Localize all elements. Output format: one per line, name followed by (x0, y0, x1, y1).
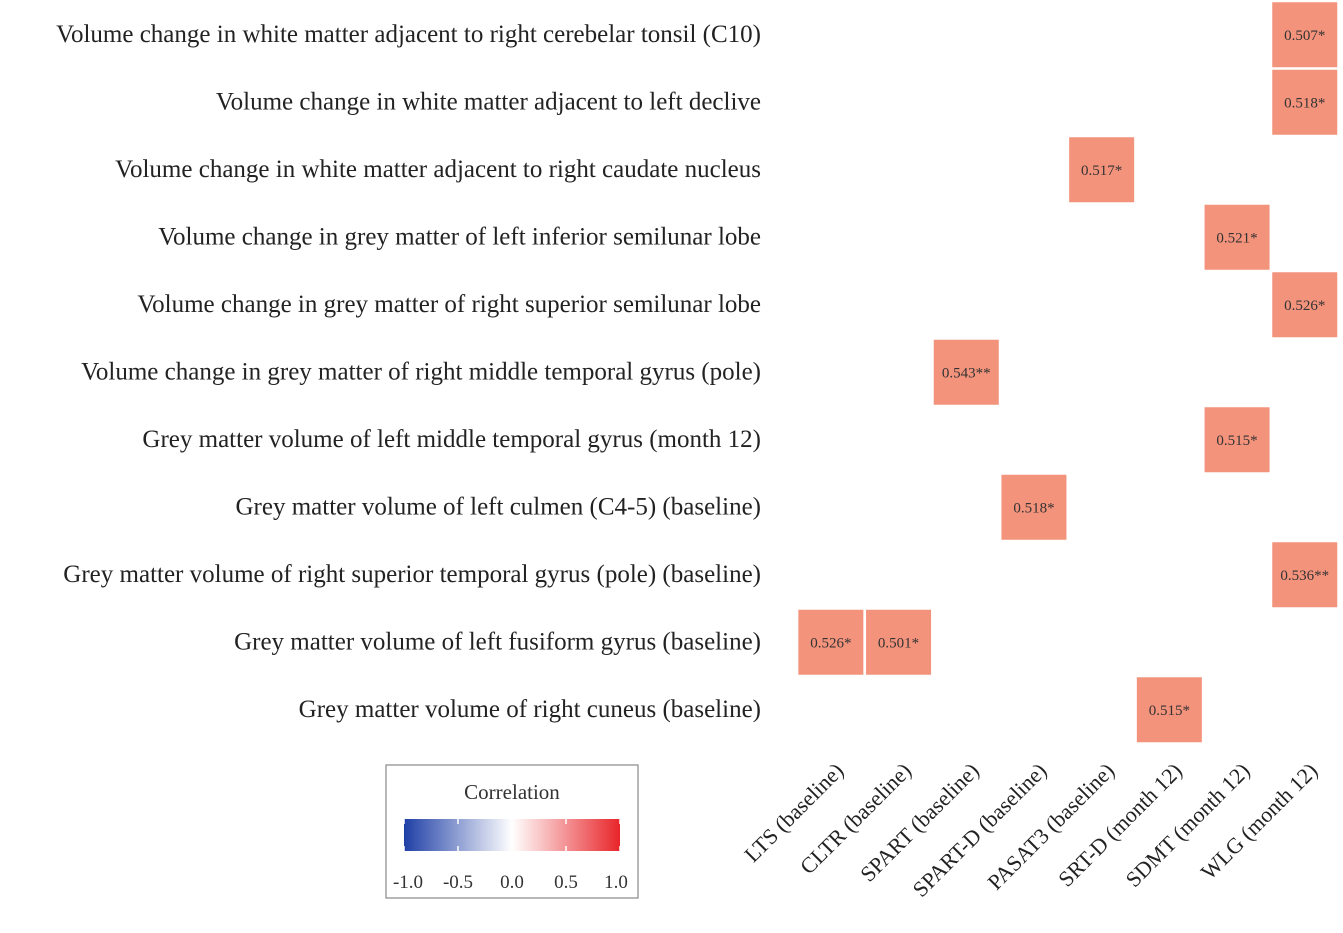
colorbar-tick-label: 0.0 (500, 872, 524, 893)
cell-value-label: 0.515* (1149, 703, 1190, 719)
row-label: Grey matter volume of left fusiform gyru… (234, 628, 761, 655)
colorbar-tick-label: -0.5 (443, 872, 473, 893)
column-labels: LTS (baseline)CLTR (baseline)SPART (base… (739, 758, 1322, 902)
heatmap-cell (1204, 407, 1270, 473)
row-label: Volume change in grey matter of right su… (137, 291, 761, 318)
heatmap-cell (1272, 69, 1338, 135)
heatmap-cell (1272, 272, 1338, 338)
heatmap-cell (1001, 474, 1067, 540)
legend-title: Correlation (464, 780, 560, 804)
row-label: Volume change in grey matter of right mi… (81, 358, 761, 385)
heatmap-cell (866, 609, 932, 675)
cell-value-label: 0.517* (1081, 163, 1122, 179)
colorbar (404, 819, 620, 851)
column-label: WLG (month 12) (1196, 758, 1323, 885)
heatmap-cell (1136, 677, 1202, 743)
heatmap-cell (1069, 137, 1135, 203)
colorbar-tick-label: -1.0 (393, 872, 423, 893)
cell-value-label: 0.518* (1284, 95, 1325, 111)
row-label: Grey matter volume of left culmen (C4-5)… (235, 493, 761, 520)
colorbar-tick-label: 1.0 (604, 872, 628, 893)
row-label: Grey matter volume of left middle tempor… (142, 426, 761, 453)
cell-value-label: 0.501* (878, 635, 919, 651)
heatmap-cells: 0.507* 0.518* 0.517* 0.521* 0.526* 0.543** 0.5… (798, 2, 1338, 743)
cell-value-label: 0.521* (1216, 230, 1257, 246)
heatmap-cell (1272, 2, 1338, 68)
column-label: SRT-D (month 12) (1053, 758, 1187, 892)
heatmap-cell (1204, 204, 1270, 270)
row-label: Grey matter volume of right cuneus (base… (299, 696, 761, 723)
cell-value-label: 0.543** (942, 365, 991, 381)
cell-value-label: 0.536** (1280, 568, 1329, 584)
legend: Correlation -1.0 -0.5 0.0 0.5 1.0 (385, 764, 639, 899)
cell-value-label: 0.518* (1013, 500, 1054, 516)
row-label: Volume change in grey matter of left inf… (158, 223, 761, 250)
row-labels: Volume change in white matter adjacent t… (56, 21, 761, 723)
column-label: SDMT (month 12) (1121, 758, 1255, 892)
heatmap-cell (798, 609, 864, 675)
cell-value-label: 0.526* (1284, 298, 1325, 314)
column-label: SPART (baseline) (855, 758, 984, 887)
row-label: Volume change in white matter adjacent t… (56, 21, 761, 48)
heatmap-cell (933, 339, 999, 405)
cell-value-label: 0.507* (1284, 28, 1325, 44)
row-label: Volume change in white matter adjacent t… (216, 88, 761, 115)
row-label: Grey matter volume of right superior tem… (63, 561, 761, 588)
column-label: PASAT3 (baseline) (982, 758, 1119, 895)
row-label: Volume change in white matter adjacent t… (115, 156, 761, 183)
colorbar-tick-label: 0.5 (554, 872, 578, 893)
cell-value-label: 0.515* (1216, 433, 1257, 449)
heatmap-cell (1272, 542, 1338, 608)
cell-value-label: 0.526* (810, 635, 851, 651)
